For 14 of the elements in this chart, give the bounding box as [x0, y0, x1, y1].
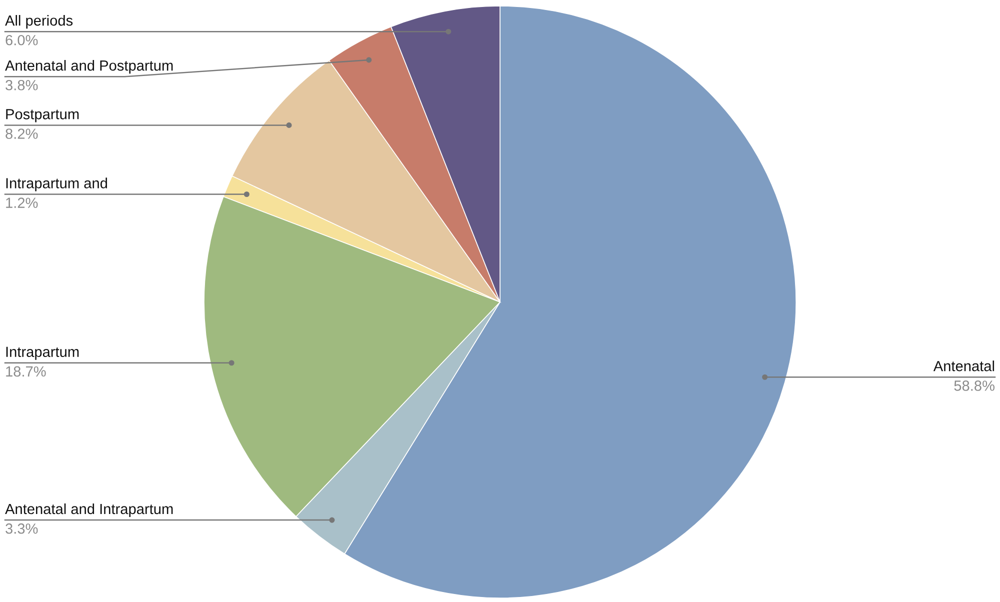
slice-label: All periods [5, 15, 73, 29]
data-label: 6.0% [6, 34, 38, 46]
slice-label: Intrapartum [6, 346, 79, 360]
slice-label: Postpartum [6, 109, 79, 122]
data-label: 18.7% [6, 366, 46, 377]
slice-label: Antenatal [933, 360, 994, 372]
data-label: 8.2% [6, 128, 38, 139]
slice-label: Antenatal and Postpartum [5, 60, 173, 74]
data-label: 3.8% [6, 80, 38, 90]
slice-label: Antenatal and Intrapartum [5, 503, 173, 518]
data-label: 1.2% [6, 198, 38, 208]
data-label: 58.8% [954, 380, 994, 391]
slice-label: Intrapartum and [6, 178, 108, 192]
data-label: 3.3% [6, 523, 38, 534]
